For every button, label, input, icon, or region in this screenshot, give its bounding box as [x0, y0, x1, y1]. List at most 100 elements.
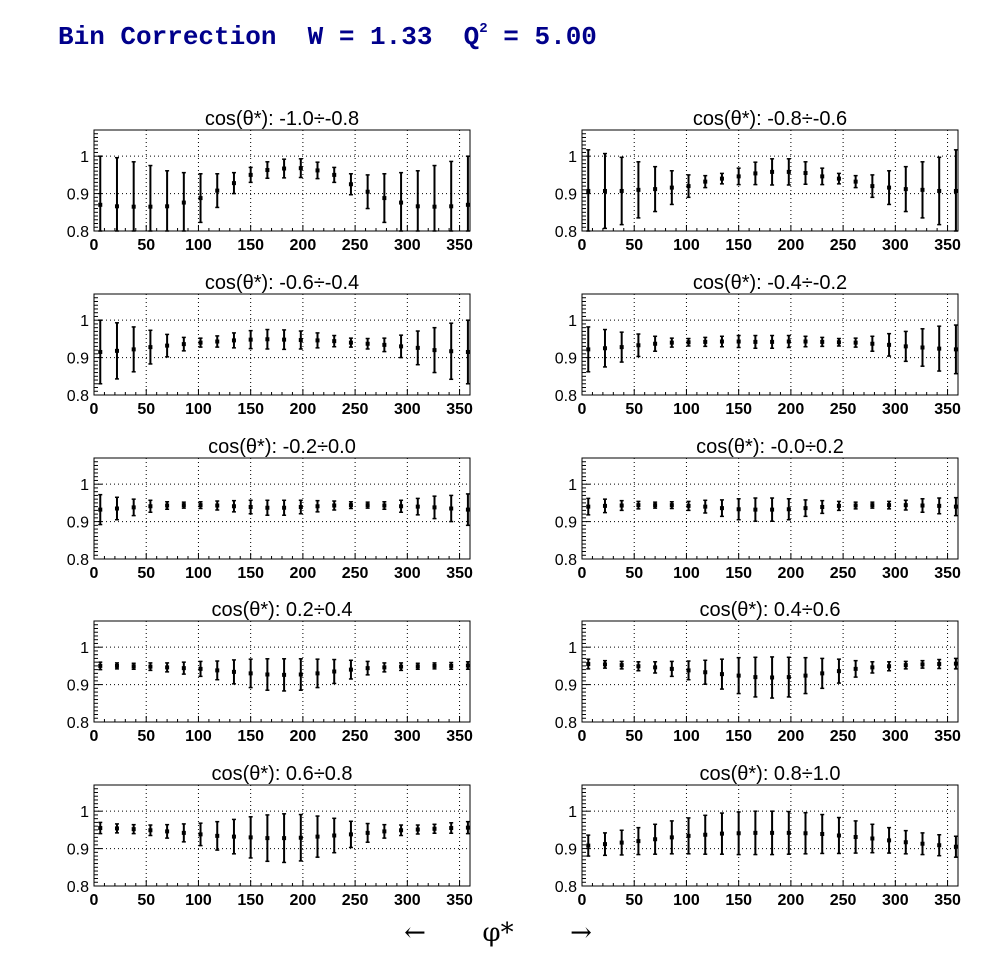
- data-point: [399, 664, 404, 669]
- x-tick-label: 200: [290, 728, 317, 745]
- data-point: [770, 169, 775, 174]
- panel-title: cos(θ*): 0.6÷0.8: [211, 763, 352, 785]
- x-tick-label: 0: [578, 728, 587, 745]
- data-point: [803, 339, 808, 344]
- x-tick-label: 0: [90, 728, 99, 745]
- y-tick-label: 0.8: [555, 224, 577, 241]
- data-point: [636, 187, 641, 192]
- data-point: [282, 836, 287, 841]
- data-point: [449, 204, 454, 209]
- data-point: [382, 342, 387, 347]
- x-tick-label: 250: [830, 237, 857, 254]
- y-tick-label: 0.8: [67, 715, 89, 732]
- data-point: [114, 204, 119, 209]
- y-tick-label: 0.9: [555, 351, 577, 368]
- data-point: [619, 188, 624, 193]
- data-point: [181, 666, 186, 671]
- data-point: [853, 340, 858, 345]
- x-tick-label: 100: [673, 565, 700, 582]
- x-tick-label: 200: [290, 401, 317, 418]
- x-tick-label: 0: [578, 401, 587, 418]
- data-point: [131, 347, 136, 352]
- data-point: [836, 340, 841, 345]
- data-point: [853, 179, 858, 184]
- data-point: [432, 204, 437, 209]
- data-point: [98, 507, 103, 512]
- x-tick-label: 50: [137, 892, 155, 909]
- chart-panel: cos(θ*): -0.2÷0.0 0 50 100 150 200 250 300 350 0.…: [67, 436, 473, 582]
- data-point: [165, 204, 170, 209]
- panel-title: cos(θ*): -0.0÷0.2: [696, 436, 844, 458]
- data-point: [265, 836, 270, 841]
- data-point: [586, 843, 591, 848]
- data-point: [853, 834, 858, 839]
- y-tick-label: 0.8: [555, 388, 577, 405]
- data-point: [465, 202, 470, 207]
- data-point: [248, 835, 253, 840]
- data-point: [348, 182, 353, 187]
- left-arrow-icon: ←: [404, 918, 426, 948]
- data-point: [198, 340, 203, 345]
- data-point: [248, 505, 253, 510]
- y-tick-label: 0.8: [555, 715, 577, 732]
- data-point: [332, 339, 337, 344]
- data-point: [265, 505, 270, 510]
- data-point: [653, 187, 658, 192]
- data-point: [870, 503, 875, 508]
- x-tick-label: 300: [882, 728, 909, 745]
- data-point: [602, 662, 607, 667]
- data-point: [903, 187, 908, 192]
- data-point: [736, 831, 741, 836]
- data-point: [786, 675, 791, 680]
- x-tick-label: 250: [342, 401, 369, 418]
- data-point: [870, 341, 875, 346]
- data-point: [820, 339, 825, 344]
- data-point: [315, 338, 320, 343]
- data-point: [786, 339, 791, 344]
- data-point: [903, 840, 908, 845]
- x-tick-label: 250: [830, 892, 857, 909]
- data-point: [165, 829, 170, 834]
- data-point: [348, 832, 353, 837]
- data-point: [602, 503, 607, 508]
- chart-panel: cos(θ*): 0.2÷0.4 0 50 100 150 200 250 300 350 0.8…: [67, 599, 473, 745]
- data-point: [887, 664, 892, 669]
- data-point: [669, 666, 674, 671]
- chart-panel: cos(θ*): 0.8÷1.0 0 50 100 150 200 250 300 350 0.8…: [555, 763, 961, 909]
- y-tick-label: 1: [568, 804, 577, 821]
- panel-title: cos(θ*): 0.4÷0.6: [699, 599, 840, 621]
- title-suffix: = 5.00: [487, 22, 597, 52]
- data-point: [953, 844, 958, 849]
- x-tick-label: 150: [237, 565, 264, 582]
- data-point: [803, 673, 808, 678]
- data-point: [770, 675, 775, 680]
- y-tick-label: 1: [80, 640, 89, 657]
- x-tick-label: 200: [290, 565, 317, 582]
- data-point: [282, 337, 287, 342]
- data-point: [619, 663, 624, 668]
- data-point: [669, 503, 674, 508]
- data-point: [602, 188, 607, 193]
- data-point: [432, 348, 437, 353]
- data-point: [920, 503, 925, 508]
- data-point: [736, 673, 741, 678]
- data-point: [703, 339, 708, 344]
- data-point: [415, 204, 420, 209]
- data-point: [786, 507, 791, 512]
- data-point: [215, 188, 220, 193]
- data-point: [853, 503, 858, 508]
- data-point: [131, 827, 136, 832]
- data-point: [399, 504, 404, 509]
- x-tick-label: 250: [342, 892, 369, 909]
- x-tick-label: 350: [446, 237, 473, 254]
- x-tick-label: 100: [185, 728, 212, 745]
- data-point: [365, 503, 370, 508]
- x-tick-label: 100: [185, 565, 212, 582]
- data-point: [753, 339, 758, 344]
- x-tick-label: 0: [90, 892, 99, 909]
- data-point: [98, 826, 103, 831]
- data-point: [586, 347, 591, 352]
- data-point: [903, 503, 908, 508]
- y-tick-label: 0.9: [67, 678, 89, 695]
